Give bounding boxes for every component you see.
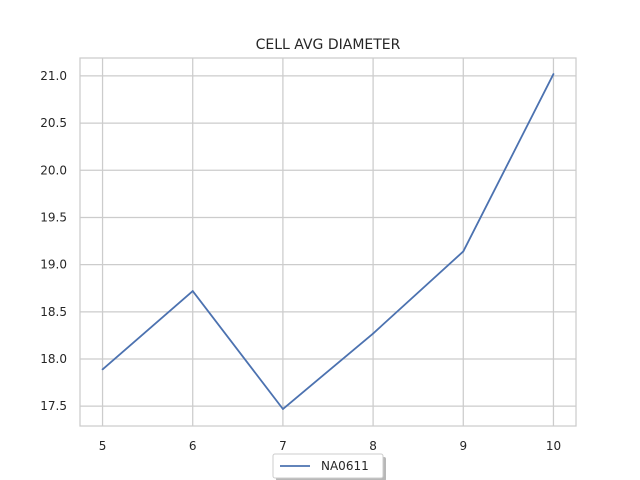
series-line [101,73,555,410]
data-point [101,368,104,371]
x-tick-label: 6 [189,439,197,453]
x-tick-label: 7 [279,439,287,453]
data-point [462,250,465,253]
data-point [282,408,284,410]
plot-frame [79,57,577,427]
x-tick-label: 9 [459,439,467,453]
data-point [552,73,555,75]
y-axis-ticks: 17.5 18.0 18.5 19.0 19.5 20.0 20.5 21.0 [40,69,67,413]
x-tick-label: 8 [369,439,377,453]
x-axis-ticks: 5 6 7 8 9 10 [99,439,561,453]
y-tick-label: 20.0 [40,163,67,177]
y-tick-label: 21.0 [40,69,67,83]
data-point [372,332,374,335]
legend: NA0611 [272,453,386,480]
plot-background [80,58,576,426]
plot-area [79,57,577,427]
data-point [191,290,194,292]
legend-label: NA0611 [321,459,369,473]
y-tick-label: 19.0 [40,258,67,272]
chart-title: CELL AVG DIAMETER [256,37,401,53]
y-tick-label: 20.5 [40,116,67,130]
y-tick-label: 19.5 [40,210,67,224]
legend-box [272,453,384,479]
y-tick-label: 18.0 [40,352,67,366]
x-tick-label: 5 [99,439,107,453]
series-layer [101,73,555,410]
x-tick-label: 10 [546,439,561,453]
y-tick-label: 18.5 [40,305,67,319]
grid-lines [80,58,576,426]
y-tick-label: 17.5 [40,399,67,413]
